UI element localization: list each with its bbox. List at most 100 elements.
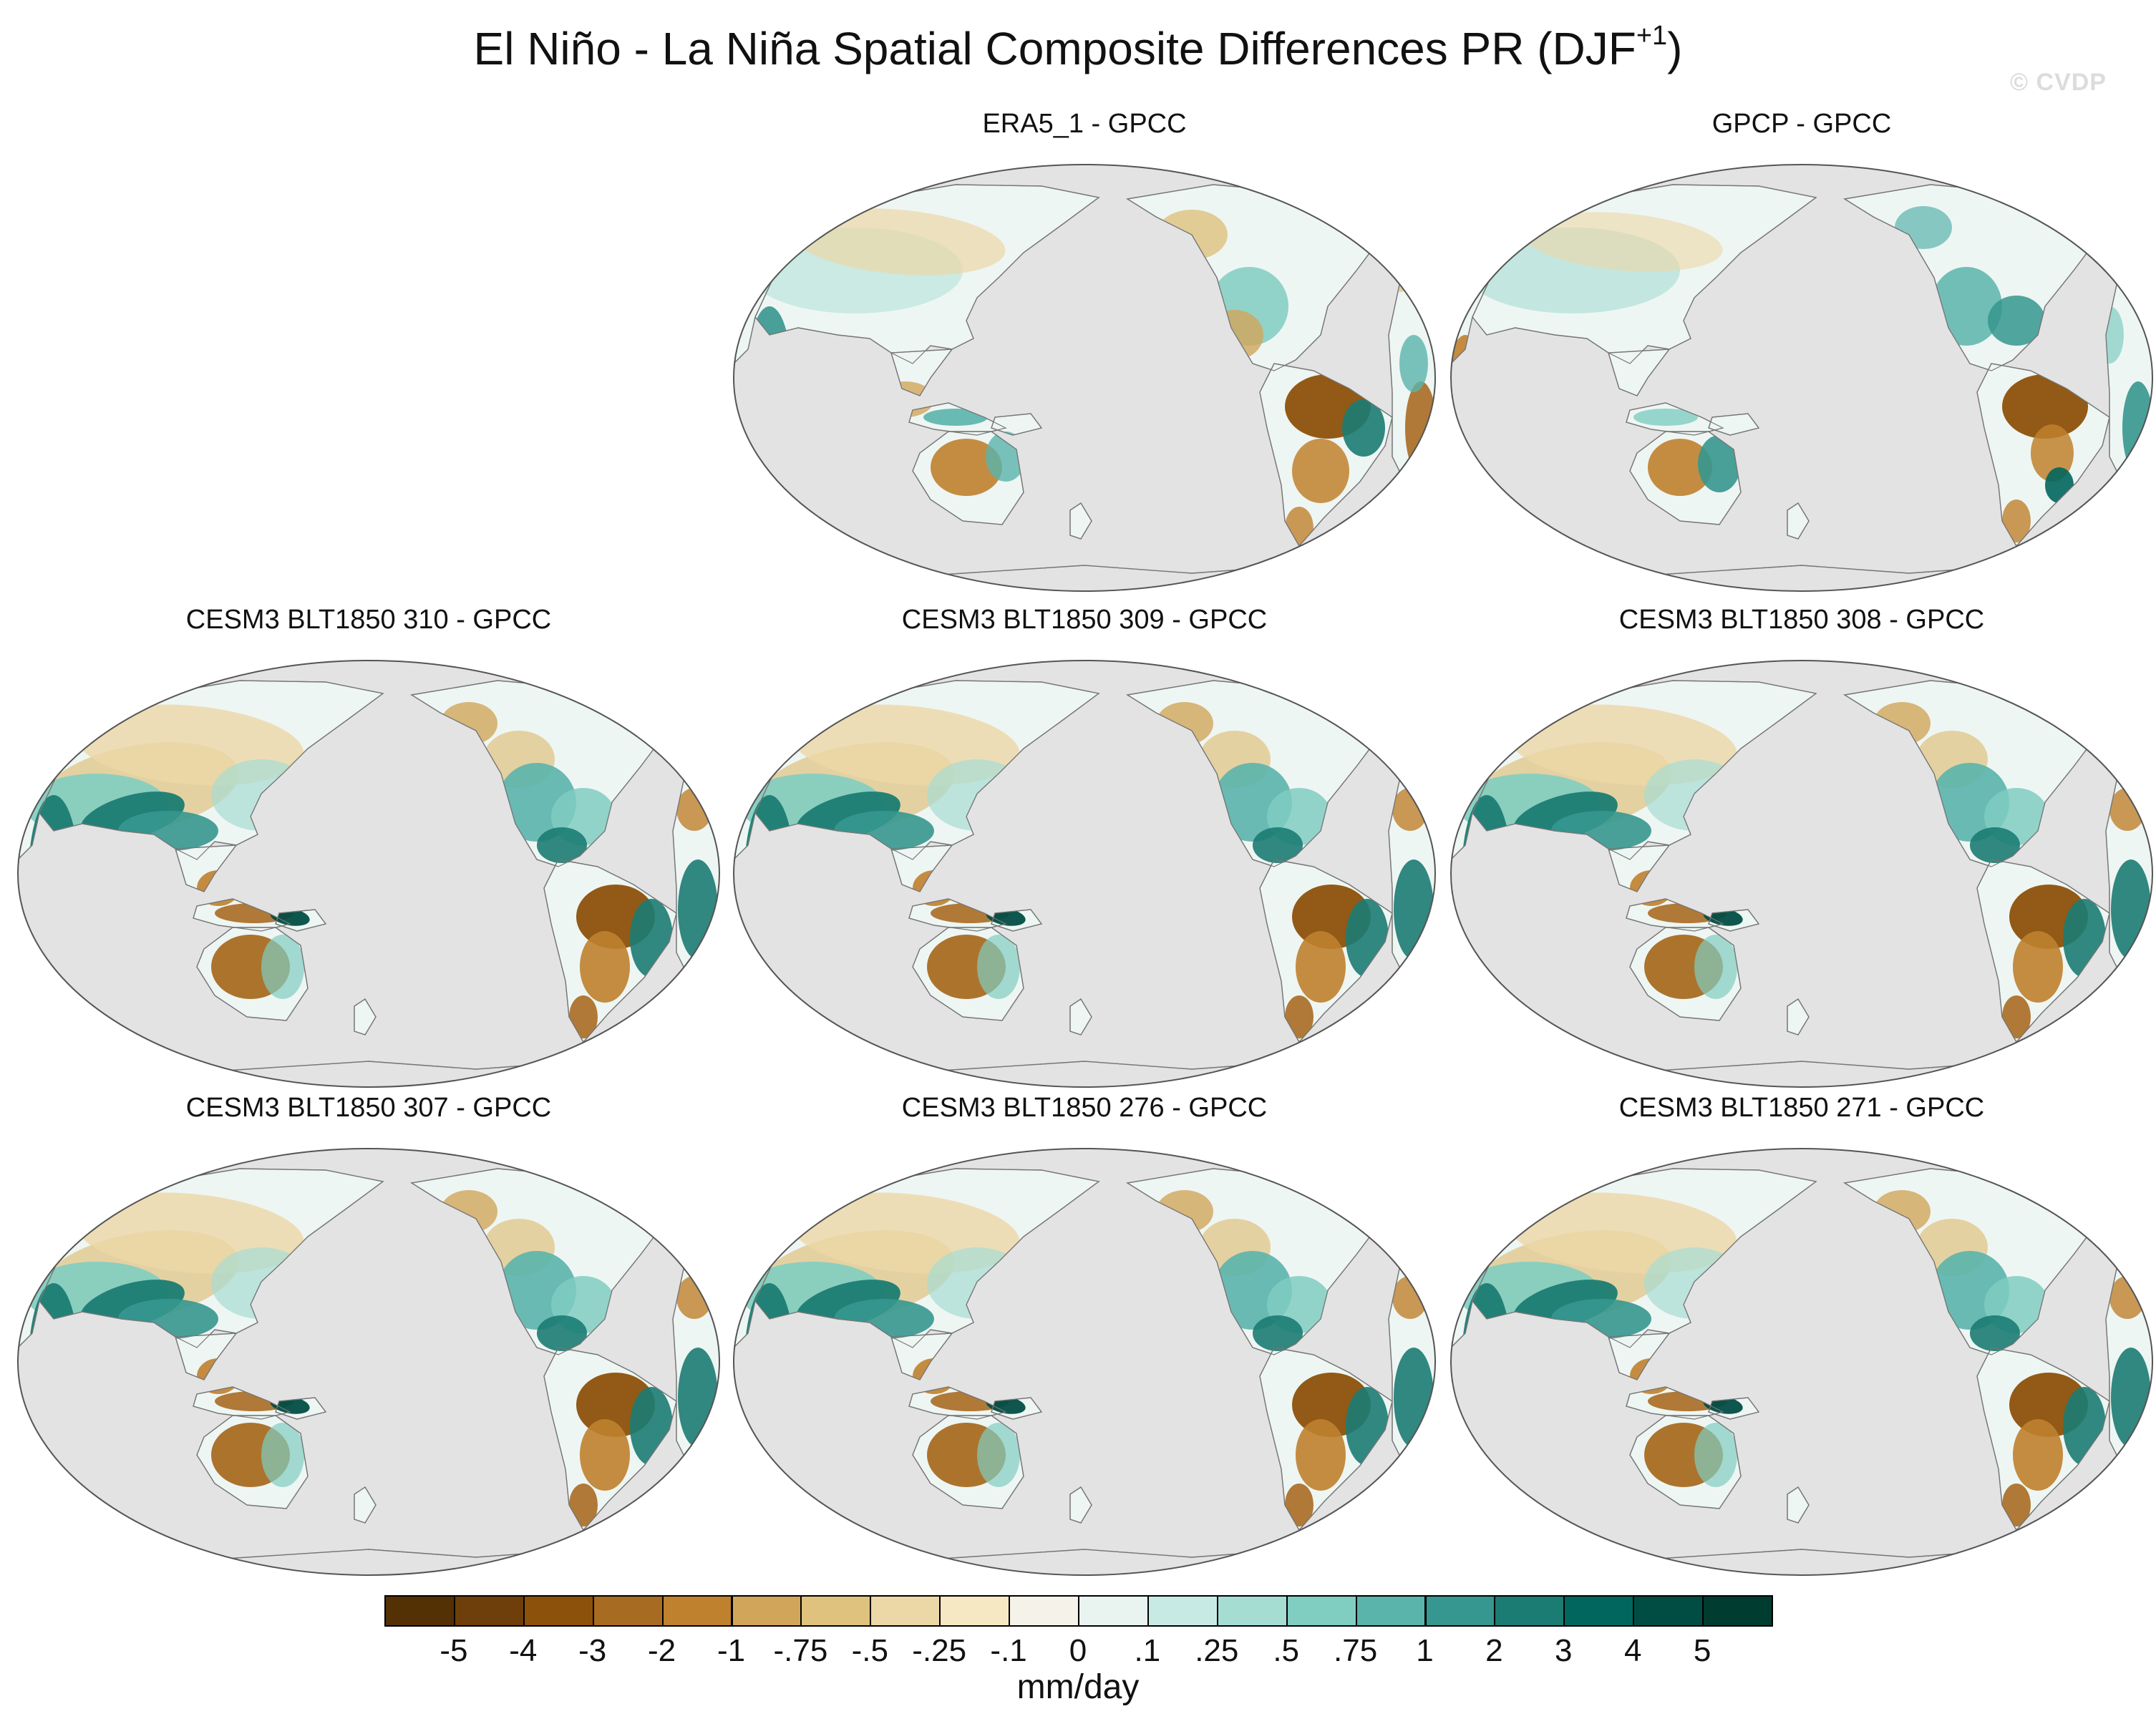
- colorbar-box: [1147, 1595, 1218, 1627]
- precip-anomaly: [619, 1179, 662, 1208]
- precip-anomaly: [1633, 409, 1698, 426]
- precip-anomaly: [1412, 945, 1435, 988]
- precip-anomaly: [2002, 995, 2031, 1038]
- world-map: [1450, 1148, 2153, 1576]
- precip-anomaly: [1412, 1433, 1435, 1476]
- world-map: [733, 660, 1436, 1088]
- colorbar-tick-label: 5: [1693, 1633, 1711, 1668]
- map-border: [1450, 164, 2153, 592]
- colorbar-box: [939, 1595, 1011, 1627]
- precip-anomaly: [977, 935, 1020, 999]
- colorbar-box: [1216, 1595, 1288, 1627]
- colorbar-tick-label: -.1: [990, 1633, 1027, 1668]
- precip-anomaly: [261, 935, 304, 999]
- colorbar-box: [661, 1595, 733, 1627]
- colorbar-tick-label: -.25: [912, 1633, 967, 1668]
- precip-anomaly: [696, 1433, 719, 1476]
- map-panel: CESM3 BLT1850 310 - GPCC: [7, 603, 730, 1090]
- precip-anomaly: [1523, 212, 1723, 272]
- precip-anomaly: [1335, 1179, 1378, 1208]
- colorbar-box: [1702, 1595, 1773, 1627]
- precip-anomaly: [2122, 381, 2152, 474]
- colorbar-box: [1355, 1595, 1427, 1627]
- precip-anomaly: [2013, 931, 2063, 1003]
- colorbar-tick-label: -.5: [851, 1633, 888, 1668]
- map-border: [733, 660, 1436, 1088]
- precip-anomaly: [1970, 827, 2020, 863]
- map-border: [17, 1148, 720, 1576]
- precip-anomaly: [537, 1315, 587, 1351]
- map-panel: GPCP - GPCC: [1440, 107, 2156, 594]
- colorbar: [384, 1595, 1773, 1631]
- precip-anomaly: [1335, 691, 1378, 720]
- precip-anomaly: [696, 945, 719, 988]
- precip-anomaly: [1970, 1315, 2020, 1351]
- panel-title: ERA5_1 - GPCC: [982, 109, 1187, 139]
- precip-anomaly: [1285, 1484, 1313, 1526]
- panel-title: CESM3 BLT1850 271 - GPCC: [1618, 1093, 1985, 1123]
- precip-anomaly: [1931, 267, 2002, 346]
- colorbar-tick-label: .75: [1334, 1633, 1378, 1668]
- landmass-greenland: [2015, 664, 2104, 713]
- precip-anomaly: [2052, 1179, 2095, 1208]
- precip-anomaly: [1698, 435, 1741, 492]
- colorbar-box: [384, 1595, 455, 1627]
- precip-anomaly: [1694, 1423, 1737, 1487]
- precip-anomaly: [580, 931, 630, 1003]
- precip-anomaly: [2129, 1433, 2152, 1476]
- precip-anomaly: [1405, 381, 1435, 474]
- precip-anomaly: [2129, 945, 2152, 988]
- colorbar-box: [1494, 1595, 1565, 1627]
- colorbar-tick-label: 2: [1485, 1633, 1503, 1668]
- panel-title: CESM3 BLT1850 310 - GPCC: [185, 605, 552, 635]
- colorbar-tick-label: .1: [1134, 1633, 1161, 1668]
- precip-anomaly: [2129, 457, 2152, 500]
- colorbar-tick-label: .5: [1273, 1633, 1300, 1668]
- colorbar-box: [592, 1595, 664, 1627]
- world-map: [1450, 164, 2153, 592]
- precip-anomaly: [2031, 424, 2074, 482]
- precip-anomaly: [2111, 1348, 2151, 1448]
- colorbar-tick-label: -2: [648, 1633, 676, 1668]
- precip-anomaly: [1296, 931, 1346, 1003]
- precip-anomaly: [2052, 691, 2095, 720]
- precip-anomaly: [619, 691, 662, 720]
- map-border: [733, 1148, 1436, 1576]
- precip-anomaly: [678, 1348, 718, 1448]
- map-border: [17, 660, 720, 1088]
- colorbar-box: [1424, 1595, 1496, 1627]
- colorbar-tick-label: -.75: [773, 1633, 828, 1668]
- precip-anomaly: [1394, 1348, 1434, 1448]
- precip-anomaly: [569, 1484, 598, 1526]
- colorbar-tick-label: -5: [440, 1633, 468, 1668]
- landmass-greenland: [2015, 1152, 2104, 1202]
- map-border: [1450, 660, 2153, 1088]
- landmass-greenland: [1298, 664, 1387, 713]
- precip-anomaly: [1399, 335, 1428, 392]
- colorbar-tick-label: -1: [717, 1633, 746, 1668]
- precip-anomaly: [2002, 374, 2088, 439]
- cvdp-watermark: © CVDP: [2010, 69, 2107, 96]
- colorbar-tick-label: .25: [1195, 1633, 1239, 1668]
- precip-anomaly: [1342, 399, 1385, 457]
- map-border: [733, 164, 1436, 592]
- precip-anomaly: [2002, 1484, 2031, 1526]
- world-map: [17, 660, 720, 1088]
- colorbar-box: [731, 1595, 802, 1627]
- colorbar-units: mm/day: [1016, 1668, 1140, 1706]
- precip-anomaly: [977, 1423, 1020, 1487]
- precip-anomaly: [678, 859, 718, 960]
- precip-anomaly: [791, 208, 1006, 276]
- colorbar-box: [1563, 1595, 1635, 1627]
- world-map: [733, 1148, 1436, 1576]
- map-border: [1450, 1148, 2153, 1576]
- colorbar-tick-label: 4: [1623, 1633, 1642, 1668]
- map-panel: CESM3 BLT1850 307 - GPCC: [7, 1091, 730, 1578]
- colorbar-tick-label: -3: [578, 1633, 607, 1668]
- precip-anomaly: [261, 1423, 304, 1487]
- precip-anomaly: [580, 1419, 630, 1491]
- precip-anomaly: [1253, 827, 1303, 863]
- colorbar-tick-label: 3: [1555, 1633, 1573, 1668]
- precip-anomaly: [1694, 935, 1737, 999]
- colorbar-tick-label: 1: [1416, 1633, 1434, 1668]
